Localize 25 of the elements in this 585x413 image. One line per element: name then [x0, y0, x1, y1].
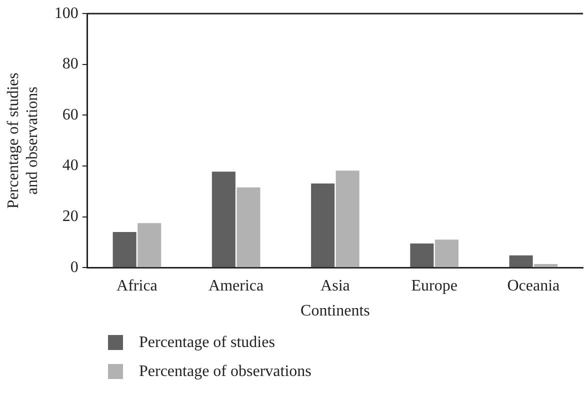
- bar: [434, 240, 458, 268]
- bar: [112, 232, 136, 268]
- bar: [311, 184, 335, 268]
- y-tick-label: 0: [70, 258, 78, 276]
- bar: [212, 172, 236, 268]
- bar: [534, 264, 558, 268]
- bar: [236, 187, 260, 268]
- bar: [509, 255, 533, 268]
- legend-label: Percentage of observations: [139, 362, 312, 380]
- x-tick-label: Europe: [411, 277, 458, 294]
- x-tick-label: America: [208, 277, 264, 294]
- bar: [410, 243, 434, 268]
- y-tick-label: 40: [62, 157, 78, 174]
- y-axis-title: Percentage of studies and observations: [4, 72, 42, 209]
- y-tick-label: 60: [62, 106, 78, 124]
- y-tick-label: 20: [62, 208, 78, 226]
- x-tick-label: Asia: [320, 277, 350, 294]
- bar: [336, 170, 360, 268]
- x-tick-label: Africa: [116, 277, 158, 294]
- bar: [138, 223, 162, 268]
- y-tick-label: 100: [54, 4, 78, 22]
- x-tick-label: Oceania: [507, 277, 560, 294]
- y-tick-label: 80: [62, 56, 78, 73]
- x-axis-title: Continents: [300, 302, 370, 320]
- legend-label: Percentage of studies: [139, 334, 275, 352]
